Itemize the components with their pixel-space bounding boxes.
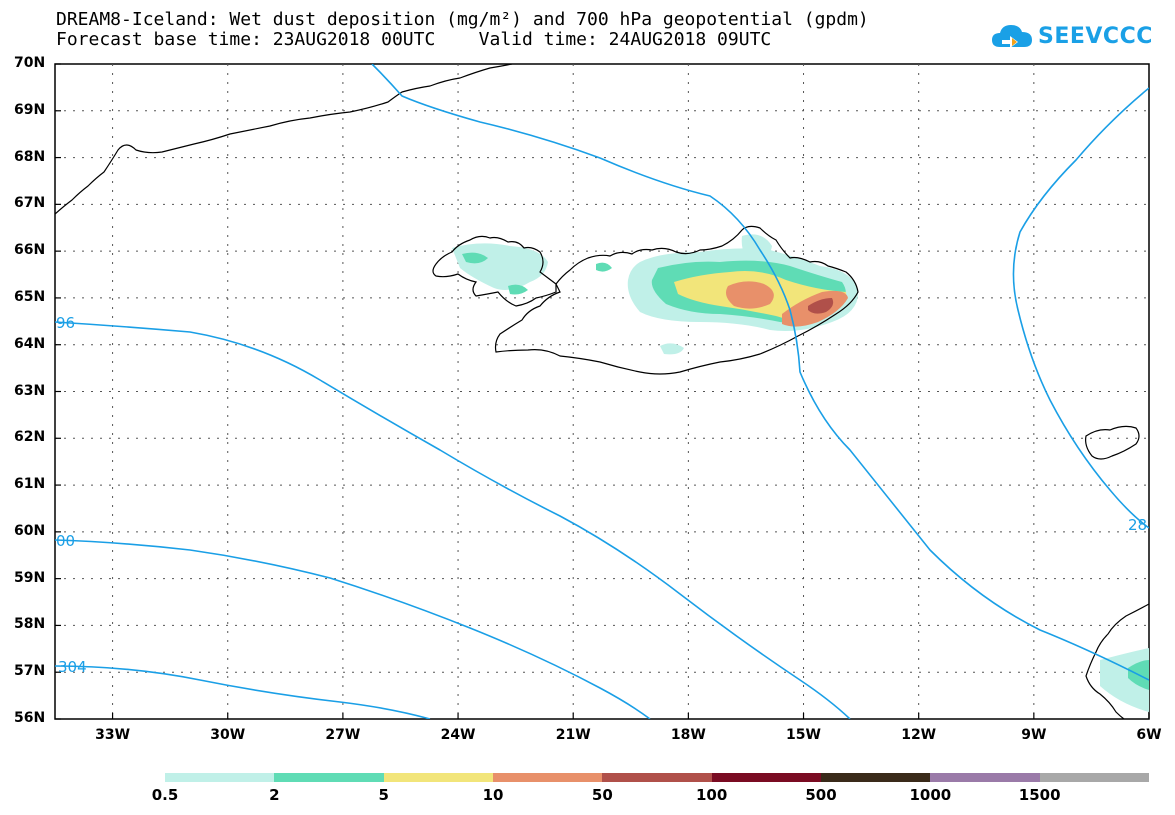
lat-label: 68N <box>14 148 46 165</box>
dust-level-2-small <box>596 262 612 272</box>
contour-label: 304 <box>58 658 87 676</box>
contour-296 <box>55 321 851 719</box>
lat-label: 61N <box>14 476 46 493</box>
legend-swatch <box>383 773 494 782</box>
map-frame <box>54 63 1150 720</box>
lon-label: 27W <box>325 727 361 743</box>
legend-label: 2 <box>269 786 280 804</box>
axis-ticks <box>55 63 1150 720</box>
legend-label: 1500 <box>1018 786 1061 804</box>
lon-label: 6W <box>1136 727 1162 743</box>
map-subtitle-times: Forecast base time: 23AUG2018 00UTC Vali… <box>56 29 772 50</box>
legend-swatch <box>165 773 275 782</box>
contour-value-labels: 96 00 304 28 <box>56 314 1147 676</box>
geopotential-contours <box>55 64 1149 719</box>
legend-swatch <box>274 773 385 782</box>
contour-label: 28 <box>1128 516 1147 534</box>
contour-288 <box>1012 87 1149 529</box>
contour-292 <box>371 64 1149 681</box>
lat-label: 70N <box>14 55 46 71</box>
lon-label: 21W <box>555 727 591 743</box>
legend-swatch <box>602 773 713 782</box>
coastlines <box>55 64 1149 719</box>
legend-swatch <box>930 773 1041 782</box>
lat-label: 60N <box>14 522 46 539</box>
legend-label: 1000 <box>909 786 952 804</box>
graticule <box>55 64 1149 719</box>
legend-label: 100 <box>696 786 728 804</box>
map-title: DREAM8-Iceland: Wet dust deposition (mg/… <box>56 9 869 30</box>
lat-label: 56N <box>14 710 46 726</box>
dust-level-0.5-north <box>741 234 772 262</box>
legend-swatch <box>493 773 603 782</box>
dust-level-2-west <box>462 252 488 264</box>
dust-level-2-east-patch <box>508 284 528 295</box>
lat-label: 69N <box>14 101 46 118</box>
lat-label: 66N <box>14 242 46 259</box>
lon-label: 30W <box>210 727 246 743</box>
lat-label: 67N <box>14 195 46 212</box>
legend-swatch <box>711 773 822 782</box>
contour-300 <box>55 539 651 719</box>
lon-label: 33W <box>95 727 131 743</box>
lat-label: 64N <box>14 335 46 352</box>
lat-label: 65N <box>14 288 46 305</box>
cloud-icon <box>992 25 1032 48</box>
contour-label: 00 <box>56 532 75 550</box>
greenland-coastline <box>55 64 513 215</box>
logo-text: SEEVCCC <box>1038 23 1153 49</box>
dust-level-10 <box>726 281 774 309</box>
lon-label: 24W <box>440 727 476 743</box>
lat-label: 58N <box>14 616 46 633</box>
contour-label: 96 <box>56 314 75 332</box>
lon-label: 15W <box>786 727 821 743</box>
lon-label: 18W <box>670 727 706 743</box>
dust-level-0.5-south <box>660 343 684 355</box>
lon-label: 12W <box>901 727 937 743</box>
lon-label: 9W <box>1021 727 1047 743</box>
dust-deposition-field <box>452 234 1149 712</box>
lat-label: 63N <box>14 382 46 399</box>
legend-label: 5 <box>378 786 389 804</box>
contour-304 <box>55 665 431 719</box>
faroe-islands <box>1085 425 1140 460</box>
legend-swatch <box>821 773 931 782</box>
legend-label: 10 <box>482 786 504 804</box>
seevccc-logo: SEEVCCC <box>990 18 1153 54</box>
westfjords-coastline <box>432 235 557 307</box>
lat-label: 59N <box>14 569 46 586</box>
iceland-coastline <box>494 225 859 375</box>
legend-label: 500 <box>805 786 837 804</box>
scotland-coastline <box>1085 603 1149 719</box>
legend-label: 0.5 <box>151 786 179 804</box>
legend-label: 50 <box>591 786 613 804</box>
legend-swatch <box>1039 773 1150 782</box>
lat-label: 57N <box>14 663 46 680</box>
dust-level-50-east <box>808 298 834 314</box>
lat-label: 62N <box>14 429 46 446</box>
